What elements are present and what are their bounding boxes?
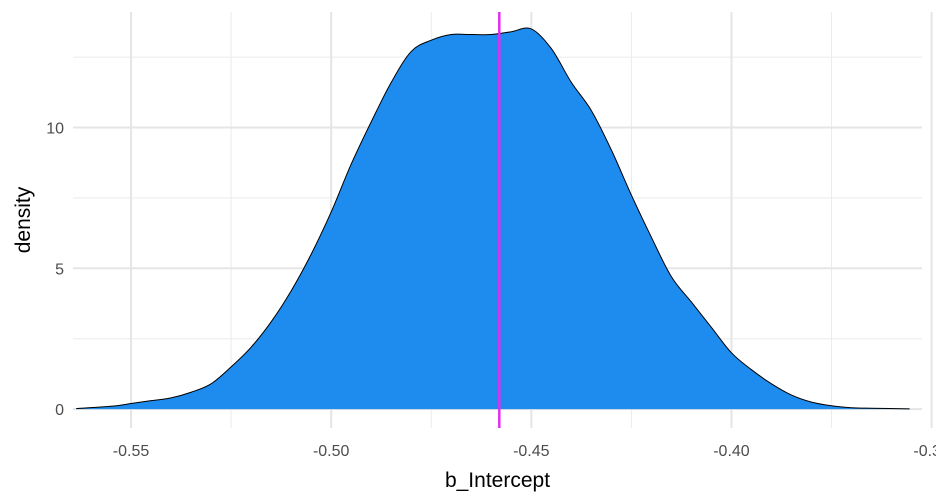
y-axis-title: density bbox=[12, 186, 35, 253]
x-axis-tick-labels: -0.55 -0.50 -0.45 -0.40 -0.35 bbox=[113, 443, 936, 460]
y-axis-tick-labels: 0 5 10 bbox=[46, 120, 64, 419]
x-tick-label: -0.35 bbox=[913, 443, 936, 460]
y-tick-label: 0 bbox=[55, 402, 64, 419]
x-axis-title: b_Intercept bbox=[445, 469, 550, 492]
density-area bbox=[76, 28, 910, 410]
density-outline bbox=[76, 27, 910, 410]
x-tick-label: -0.45 bbox=[513, 443, 550, 460]
y-tick-label: 10 bbox=[46, 120, 64, 137]
x-tick-label: -0.55 bbox=[113, 443, 150, 460]
x-tick-label: -0.50 bbox=[313, 443, 350, 460]
y-tick-label: 5 bbox=[55, 261, 64, 278]
x-tick-label: -0.40 bbox=[713, 443, 750, 460]
